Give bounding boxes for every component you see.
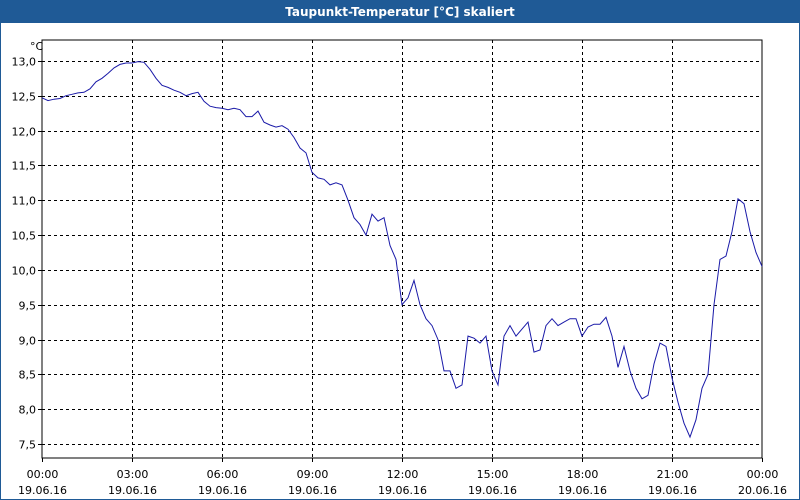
x-tick-date: 19.06.16 [108,484,157,497]
y-tick-label: 13,0 [12,56,37,69]
y-tick-label: 10,5 [12,230,37,243]
x-tick-time: 18:00 [567,468,599,481]
x-tick-time: 03:00 [117,468,149,481]
y-axis-ticks: 7,5 8,0 8,5 9,0 9,5 10,0 10,5 11,0 11,5 12,0 12,5 1… [12,56,42,452]
y-axis-unit: °C [30,40,44,53]
x-tick-date: 19.06.16 [558,484,607,497]
y-tick-label: 12,0 [12,126,37,139]
x-tick-time: 00:00 [27,468,59,481]
x-tick-time: 21:00 [657,468,689,481]
y-tick-label: 8,0 [19,404,37,417]
x-tick-time: 06:00 [207,468,239,481]
x-tick-date: 19.06.16 [198,484,247,497]
x-tick-date: 19.06.16 [468,484,517,497]
y-tick-label: 12,5 [12,91,37,104]
x-tick-time: 00:00 [747,468,779,481]
y-tick-label: 11,5 [12,160,37,173]
x-tick-date: 19.06.16 [288,484,337,497]
grid-lines [42,40,762,458]
y-tick-label: 8,5 [19,369,37,382]
x-tick-date: 20.06.16 [738,484,787,497]
window-title: Taupunkt-Temperatur [°C] skaliert [1,1,799,23]
x-tick-date: 19.06.16 [18,484,67,497]
x-tick-date: 19.06.16 [378,484,427,497]
x-tick-date: 19.06.16 [648,484,697,497]
y-tick-label: 9,5 [19,300,37,313]
y-tick-label: 11,0 [12,195,37,208]
y-tick-label: 7,5 [19,439,37,452]
y-tick-label: 9,0 [19,335,37,348]
x-axis-ticks: 00:00 19.06.16 03:00 19.06.16 06:00 19.06.16 0… [18,458,787,497]
dewpoint-series-line [41,61,763,439]
x-tick-time: 12:00 [387,468,419,481]
x-tick-time: 15:00 [477,468,509,481]
y-tick-label: 10,0 [12,265,37,278]
x-tick-time: 09:00 [297,468,329,481]
